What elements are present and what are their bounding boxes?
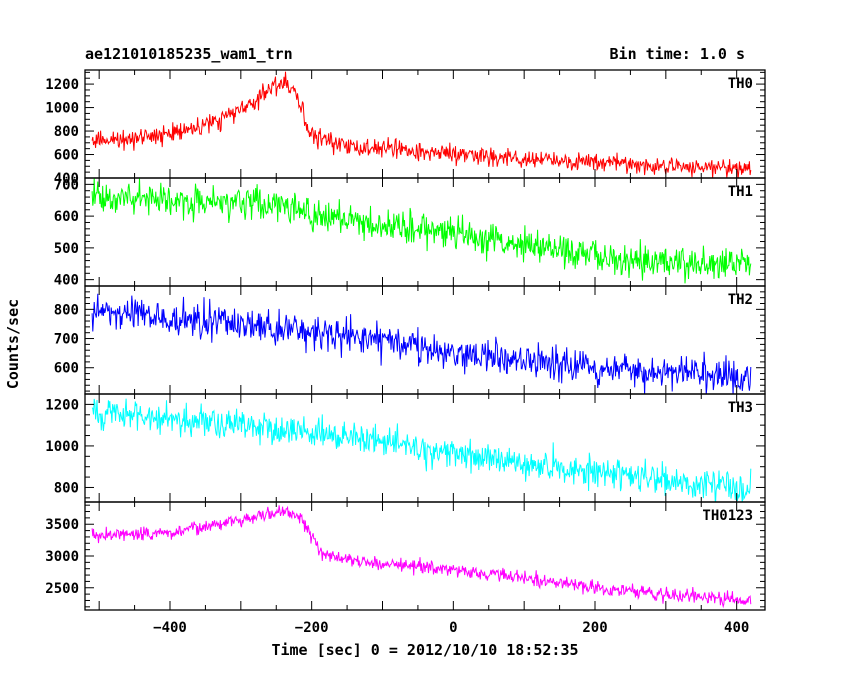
x-tick-label: 400 xyxy=(724,620,749,636)
y-tick-label: 700 xyxy=(54,332,79,348)
y-tick-label: 800 xyxy=(54,302,79,318)
y-tick-label: 1200 xyxy=(45,77,79,93)
y-tick-label: 800 xyxy=(54,480,79,496)
bin-time-label: Bin time: 1.0 s xyxy=(610,45,745,63)
x-axis-label: Time [sec] 0 = 2012/10/10 18:52:35 xyxy=(271,641,578,659)
series-line-th0123 xyxy=(91,505,752,609)
panel-th0: 400 600 800 1000 1200 TH0 xyxy=(45,69,766,187)
y-tick-label: 1200 xyxy=(45,397,79,413)
y-tick-label: 600 xyxy=(54,361,79,377)
panel-th3: 800 1000 1200 TH3 xyxy=(45,393,766,503)
series-line-th3 xyxy=(91,398,752,502)
panel-th1: 400 500 600 700 TH1 xyxy=(54,177,766,289)
x-tick-label: −400 xyxy=(153,620,187,636)
x-tick-label: 0 xyxy=(449,620,457,636)
y-tick-label: 3500 xyxy=(45,517,79,533)
x-tick-label: 200 xyxy=(582,620,607,636)
panel-th0123: 2500 3000 3500 TH0123 xyxy=(45,501,766,611)
panel-frame xyxy=(84,501,766,611)
series-line-th0 xyxy=(91,71,752,178)
y-tick-label: 600 xyxy=(54,209,79,225)
x-tick-label: −200 xyxy=(295,620,329,636)
y-tick-label: 500 xyxy=(54,241,79,257)
y-tick-label: 800 xyxy=(54,124,79,140)
y-tick-label: 600 xyxy=(54,148,79,164)
panel-label-th0123: TH0123 xyxy=(702,508,753,524)
panel-label-th1: TH1 xyxy=(728,184,753,200)
x-axis-ticks: −400 −200 0 200 400 xyxy=(153,620,749,636)
y-tick-label: 400 xyxy=(54,171,79,187)
series-line-th2 xyxy=(91,293,752,394)
panel-label-th0: TH0 xyxy=(728,76,753,92)
y-tick-label: 1000 xyxy=(45,101,79,117)
y-tick-label: 2500 xyxy=(45,581,79,597)
y-tick-label: 700 xyxy=(54,177,79,193)
y-tick-label: 1000 xyxy=(45,439,79,455)
panel-label-th3: TH3 xyxy=(728,400,753,416)
chart-title: ae121010185235_wam1_trn xyxy=(85,45,293,63)
series-line-th1 xyxy=(91,178,752,284)
panels-group: 400 600 800 1000 1200 TH0 400 500 600 700 TH1 600 70… xyxy=(45,69,766,611)
panel-th2: 600 700 800 TH2 xyxy=(54,285,766,395)
panel-label-th2: TH2 xyxy=(728,292,753,308)
y-tick-label: 400 xyxy=(54,273,79,289)
y-axis-label: Counts/sec xyxy=(4,299,22,389)
y-tick-label: 3000 xyxy=(45,549,79,565)
